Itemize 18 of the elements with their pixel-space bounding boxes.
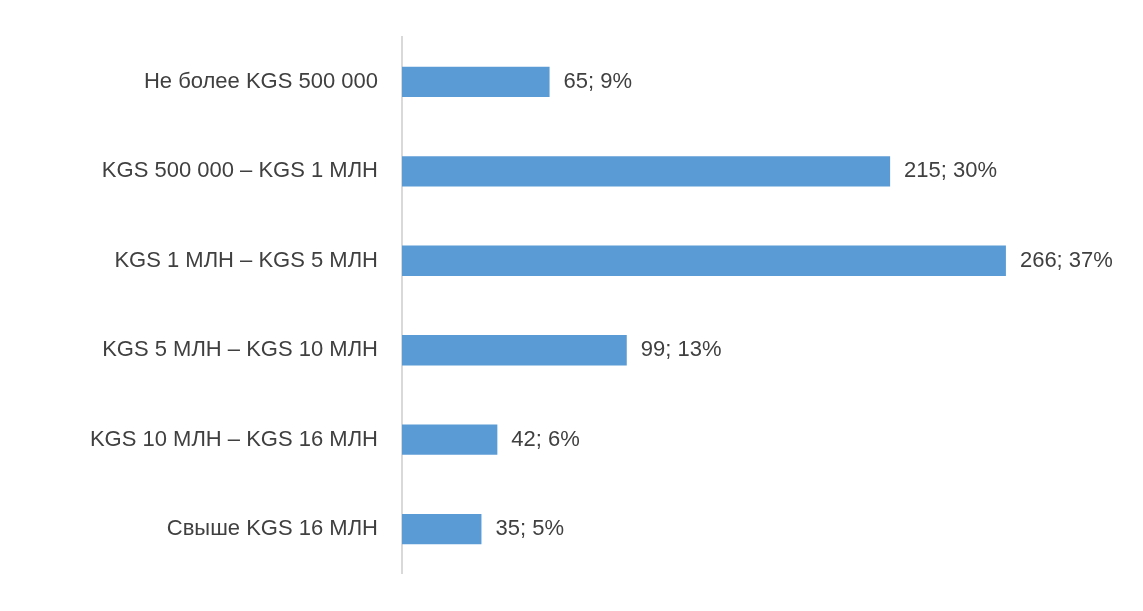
data-label: 266; 37% — [1019, 246, 1113, 272]
bar — [402, 335, 627, 366]
y-tick-label: KGS 1 МЛН – KGS 5 МЛН — [114, 246, 378, 272]
y-tick-label: KGS 5 МЛН – KGS 10 МЛН — [102, 336, 378, 362]
data-label: 65; 9% — [563, 67, 633, 93]
y-tick-label: KGS 10 МЛН – KGS 16 МЛН — [89, 425, 378, 451]
y-tick-label: KGS 500 000 – KGS 1 МЛН — [101, 157, 378, 183]
y-tick-label: Не более KGS 500 000 — [143, 67, 378, 93]
data-label: 215; 30% — [904, 157, 998, 183]
data-label: 35; 5% — [495, 515, 564, 541]
data-label: 42; 6% — [511, 425, 580, 451]
data-label: 99; 13% — [640, 336, 722, 362]
y-tick-label: Свыше KGS 16 МЛН — [166, 515, 378, 541]
bar — [402, 156, 891, 187]
bar — [402, 245, 1006, 276]
bar — [402, 513, 482, 545]
bar — [402, 424, 498, 455]
bar — [402, 66, 550, 98]
